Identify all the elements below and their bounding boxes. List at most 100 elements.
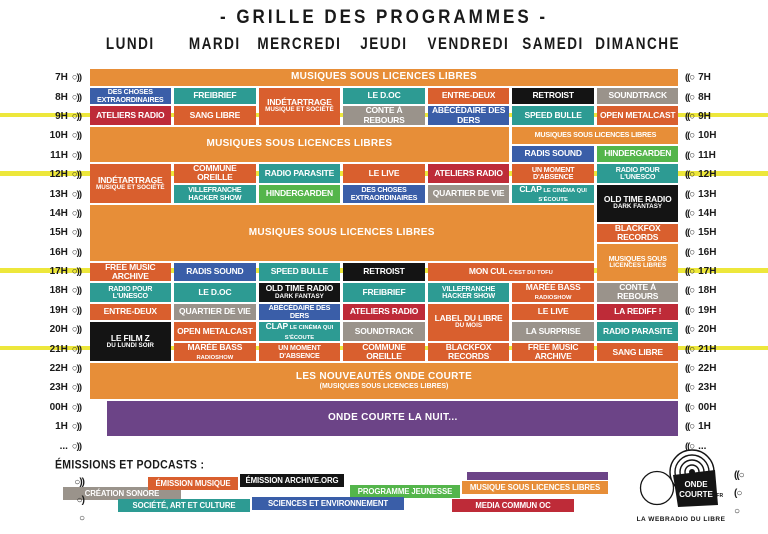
speaker-icon: ((○	[685, 110, 695, 122]
hour-row-right-12h: ((○ 12H	[681, 165, 768, 184]
legend-item-jeunesse: PROGRAMME JEUNESSE	[350, 485, 460, 498]
program-title: LA SURPRISE	[525, 326, 581, 337]
fading-speaker-icons-right: ((○ (○ ○	[734, 470, 766, 517]
hour-row-right-16h: ((○ 16H	[681, 243, 768, 262]
program-subtitle: (MUSIQUES SOUS LICENCES LIBRES)	[319, 382, 449, 390]
legend-item-culture: SOCIÉTÉ, ART ET CULTURE	[118, 499, 250, 512]
legend-item-science: SCIENCES ET ENVIRONNEMENT	[252, 497, 404, 510]
program-block: ATELIERS RADIO	[89, 106, 172, 125]
program-title: LE D.OC	[367, 90, 401, 101]
hour-label: 17H	[49, 266, 68, 278]
program-subtitle: DU LUNDI SOIR	[106, 342, 154, 350]
speaker-icon: ((○	[685, 149, 695, 161]
speaker-icon-fade: ○))	[74, 477, 85, 488]
program-title: OLD TIME RADIO	[603, 194, 672, 205]
program-title: LE FILM Z	[110, 332, 150, 343]
hour-label: 13H	[698, 188, 717, 200]
program-block: QUARTIER DE VIE	[427, 184, 510, 204]
program-title: QUARTIER DE VIE	[432, 188, 505, 199]
program-title: LES NOUVEAUTÉS ONDE COURTE	[295, 370, 473, 382]
program-title: RADIS SOUND	[524, 148, 582, 159]
fading-speaker-icons-left: ○)) ○) ○	[48, 477, 85, 524]
program-block: SANG LIBRE	[596, 342, 679, 362]
program-title: MARÉE BASS RADIOSHOW	[187, 341, 243, 362]
hour-label: 15H	[698, 227, 717, 239]
hour-label: 16H	[49, 246, 68, 258]
program-block: ENTRE-DEUX	[89, 303, 172, 321]
legend-purple-bar	[467, 472, 608, 480]
program-title: LE LIVE	[537, 306, 569, 317]
program-subtitle: DARK FANTASY	[274, 292, 324, 300]
speaker-icon: ○))	[71, 304, 82, 316]
program-title: MARÉE BASS RADIOSHOW	[525, 282, 581, 302]
program-title: LA REDIFF !	[614, 306, 662, 317]
program-block: COMMUNE OREILLE	[343, 342, 425, 362]
program-block: RETROIST	[343, 262, 425, 282]
speaker-icon: ○))	[71, 266, 82, 278]
speaker-icon: ○))	[71, 130, 82, 142]
onde-courte-logo: ONDE COURTE .FR LA WEBRADIO DU LIBRE	[636, 447, 728, 529]
program-title: CONTE À REBOURS	[617, 282, 659, 302]
legend-item-media: MEDIA COMMUN OC	[452, 499, 574, 512]
hour-row-right-22h: ((○ 22H	[681, 359, 768, 378]
program-block: ABÉCÉDAIRE DES DERS	[427, 106, 510, 125]
hour-label: 21H	[698, 343, 717, 355]
program-title: SPEED BULLE	[524, 110, 582, 121]
program-title: UN MOMENT D'ABSENCE	[531, 164, 575, 182]
speaker-icon: ○))	[71, 110, 82, 122]
hour-row-left-9h: 9H ○))	[0, 107, 86, 126]
day-header-lundi: LUNDI	[105, 34, 155, 53]
legend-item-orange: MUSIQUE SOUS LICENCES LIBRES	[462, 481, 608, 494]
program-subtitle-inline: RADIOSHOW	[534, 295, 572, 302]
logo-text-fr: .FR	[715, 493, 723, 499]
day-header-jeudi: JEUDI	[360, 34, 408, 53]
day-header-dimanche: DIMANCHE	[595, 34, 680, 53]
program-title: DES CHOSES EXTRAORDINAIRES	[350, 185, 418, 202]
program-title: SOUNDTRACK	[354, 326, 414, 337]
program-subtitle-inline: RADIOSHOW	[196, 355, 234, 362]
hour-row-right-19h: ((○ 19H	[681, 301, 768, 320]
program-title: SOUNDTRACK	[608, 90, 667, 101]
program-title: DES CHOSES EXTRAORDINAIRES	[97, 87, 164, 105]
hour-row-left-17h: 17H ○))	[0, 262, 86, 281]
hour-labels-left: 7H ○)) 8H ○)) 9H ○)) 10H ○)) 11H ○)) 12H ○)) 13H ○)) 1…	[0, 68, 86, 456]
hour-label: 7H	[698, 72, 711, 84]
speaker-icon: ○))	[71, 91, 82, 103]
speaker-icon: ○))	[71, 440, 82, 452]
program-title: OPEN METALCAST	[599, 110, 676, 121]
speaker-icon: ○))	[71, 188, 82, 200]
program-block: MARÉE BASS RADIOSHOW	[174, 341, 256, 362]
program-title: VILLEFRANCHE HACKER SHOW	[442, 283, 496, 301]
hour-label: 14H	[698, 207, 717, 219]
program-block: MUSIQUES SOUS LICENCES LIBRES	[89, 205, 594, 261]
program-block: LA SURPRISE	[512, 322, 594, 341]
program-block: HINDERGARDEN	[596, 145, 679, 163]
page-title: - GRILLE DES PROGRAMMES -	[219, 5, 549, 28]
day-header-mardi: MARDI	[188, 34, 241, 53]
speaker-icon: ((○	[685, 285, 695, 297]
hour-label: 14H	[49, 207, 68, 219]
speaker-icon: ((○	[685, 227, 695, 239]
program-block: LE LIVE	[343, 164, 425, 183]
program-block: INDÉTARTRAGE MUSIQUE ET SOCIÉTÉ	[89, 164, 172, 204]
hour-row-left-00h: 00H ○))	[0, 398, 86, 417]
hour-label: 19H	[49, 304, 68, 316]
speaker-icon: ((○	[685, 188, 695, 200]
speaker-icon: ○))	[71, 401, 82, 413]
speaker-icon: ((○	[685, 421, 695, 433]
program-block: LE D.OC	[174, 283, 256, 302]
hour-row-left-16h: 16H ○))	[0, 243, 86, 262]
program-title: ATELIERS RADIO	[96, 110, 165, 121]
program-block: RADIO POUR L'UNESCO	[596, 164, 679, 183]
logo-graphic: ONDE COURTE .FR LA WEBRADIO DU LIBRE	[637, 449, 725, 523]
hour-label: 12H	[49, 169, 68, 181]
program-block: RADIO PARASITE	[258, 164, 341, 183]
hour-row-right-7h: ((○ 7H	[681, 68, 768, 87]
program-block: DES CHOSES EXTRAORDINAIRES	[89, 87, 172, 105]
program-block: SOUNDTRACK	[596, 87, 679, 105]
legend-item-creation: CRÉATION SONORE	[63, 487, 181, 500]
speaker-icon: ○))	[71, 246, 82, 258]
program-title: OPEN METALCAST	[177, 326, 253, 337]
speaker-icon: ((○	[685, 324, 695, 336]
hour-row-left-dots: ... ○))	[0, 436, 86, 455]
